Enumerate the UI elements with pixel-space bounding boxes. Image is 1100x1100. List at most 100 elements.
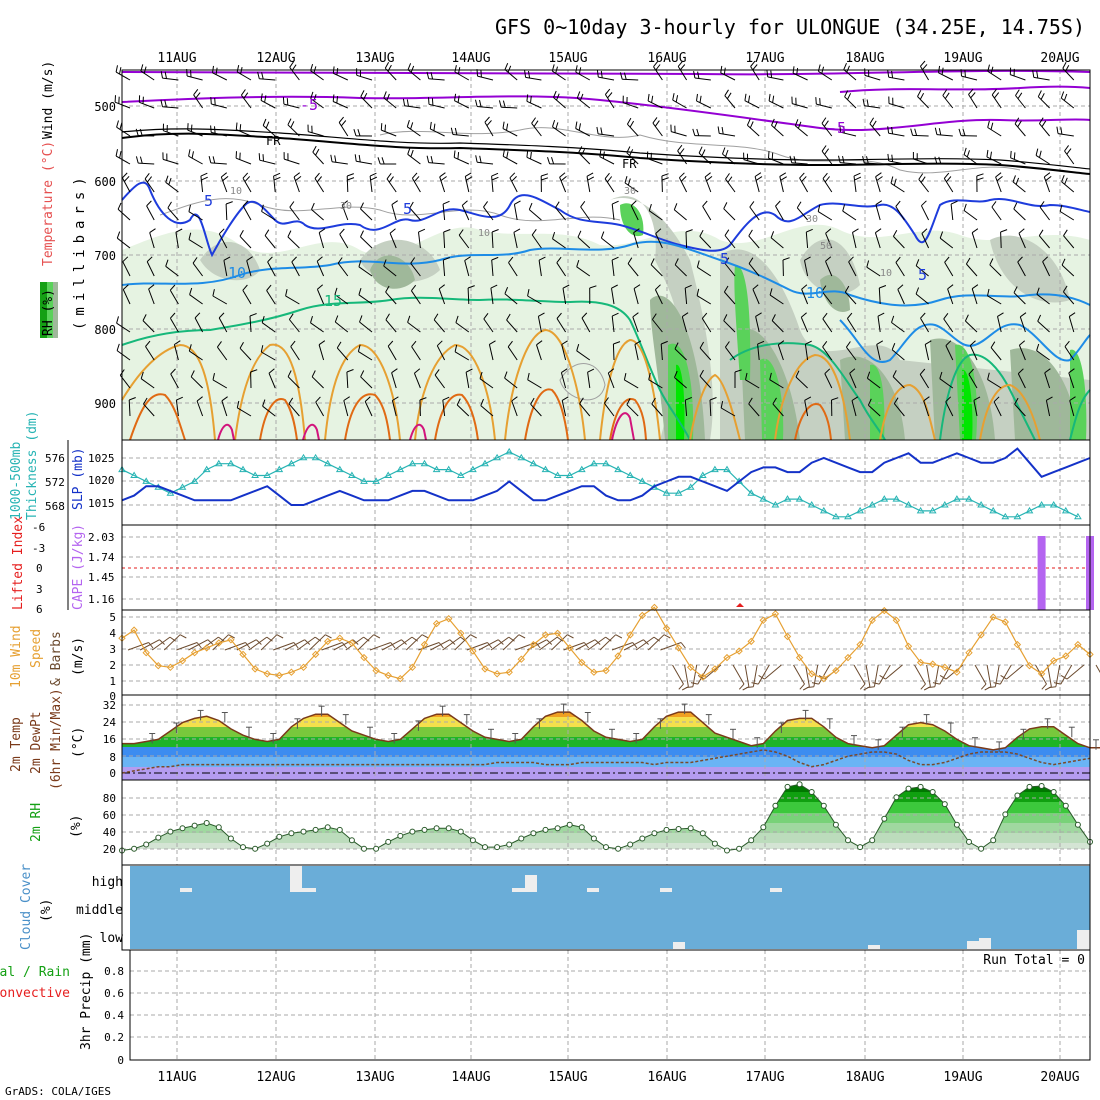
wind-barb-shaft <box>840 162 857 165</box>
wind-barb-flag <box>216 341 222 348</box>
wind-barb-shaft <box>888 76 905 81</box>
wind-barb-shaft <box>924 344 930 361</box>
rh-legend-swatch <box>40 282 58 338</box>
dewpt2m-line <box>121 749 1091 774</box>
wind-barb-shaft <box>921 233 930 249</box>
wind-barb-shaft <box>943 318 954 333</box>
wind-barb-shaft <box>1010 74 1026 81</box>
wind-barb-flag <box>475 99 478 107</box>
wind-barb-shaft <box>1033 76 1050 81</box>
wind-barb-shaft <box>337 262 349 277</box>
wind-barb-flag <box>963 203 967 211</box>
wind-barb-shaft <box>267 261 276 277</box>
wind-barb-flag <box>745 372 748 380</box>
wind-barb-shaft <box>454 351 470 361</box>
wind-barb-flag <box>779 172 787 177</box>
wind-barb-flag <box>465 368 473 373</box>
wind-barb-shaft <box>913 158 929 165</box>
bottom-date-label: 19AUG <box>943 1070 982 1085</box>
wind-barb-shaft <box>624 379 639 389</box>
wind-barb-flag <box>311 370 316 378</box>
wind-barb-shaft <box>987 379 1002 389</box>
wind-barb-flag <box>892 229 898 237</box>
wind-barb-shaft <box>364 401 373 417</box>
wind-barb-flag <box>772 397 777 405</box>
cloud-panel: high middle low Cloud Cover (%) <box>19 864 1091 951</box>
contour-label-p10a: 10 <box>228 264 246 282</box>
wind-barb-shaft <box>653 66 663 81</box>
wind-barb-flag <box>653 60 659 68</box>
wind-barb-flag <box>530 95 532 104</box>
wind-barb-shaft <box>490 288 494 305</box>
wind-barb-flag <box>879 285 887 289</box>
wind-barb-shaft <box>846 346 857 361</box>
wind-barb-shaft <box>490 636 510 651</box>
wind-barb-shaft <box>649 210 663 221</box>
wind-barb-flag <box>627 257 633 264</box>
wind-barb-shaft <box>1036 293 1050 305</box>
wind-barb-flag <box>679 64 686 71</box>
wind-barb-shaft <box>165 265 179 277</box>
wind-barb-flag <box>844 285 850 293</box>
wind-barb-flag <box>560 176 567 182</box>
rh2m-marker <box>639 835 646 842</box>
wind-barb-flag <box>220 172 228 178</box>
wind-barb-flag <box>146 200 152 207</box>
chart-title: GFS 0~10day 3-hourly for ULONGUE (34.25E… <box>495 15 1085 39</box>
wind-barb-flag <box>770 231 775 238</box>
wind-barb-flag <box>188 344 192 352</box>
wind10-marker <box>1013 640 1022 649</box>
wind-barb-shaft <box>750 66 760 81</box>
wind-barb-shaft <box>1006 664 1024 680</box>
wind-barb-flag <box>533 120 539 127</box>
wind-barb-flag <box>341 200 349 206</box>
wind-barb-flag <box>822 340 828 348</box>
wind-barb-flag <box>789 155 793 163</box>
wind-barb-flag <box>164 100 167 108</box>
wind-barb-shaft <box>720 72 736 81</box>
wind-barb-flag <box>946 176 952 183</box>
wind-barb-flag <box>430 155 434 164</box>
wind-barb-shaft <box>868 404 881 417</box>
wind10-marker <box>941 663 949 672</box>
wind-barb-flag <box>866 260 870 268</box>
wind-barb-shaft <box>491 259 494 277</box>
wind10-markers <box>118 603 1094 683</box>
cloud-gap-12aug-b <box>302 888 316 892</box>
wind-barb-shaft <box>878 664 891 685</box>
wind-barb-flag <box>439 172 446 178</box>
wind-barb-flag <box>246 256 253 262</box>
wind-barb-flag <box>200 172 208 177</box>
wind-barb-flag <box>465 176 473 181</box>
temp2m-panel: 32 24 16 8 0 2m Temp 2m DewPt (6hr Min/M… <box>9 688 1100 790</box>
wind-barb-shaft <box>454 100 470 109</box>
wind-barb-flag <box>449 639 456 645</box>
wind10-marker <box>965 648 973 657</box>
wind-barb-flag <box>995 172 1002 178</box>
temp-contour-m5 <box>121 95 1091 132</box>
wind-barb-flag <box>159 639 165 645</box>
cloud-level-middle: middle <box>76 903 123 918</box>
wind-barb-shaft <box>146 261 155 277</box>
wind-barb-flag <box>147 176 152 183</box>
wind-barb-shaft <box>796 207 808 221</box>
thickness-marker <box>251 471 259 478</box>
rh2m-marker <box>324 824 331 831</box>
wind-barb-shaft <box>804 400 809 417</box>
wind-barb-shaft <box>407 153 421 165</box>
wind-barb-flag <box>261 204 264 212</box>
wind-barb-flag <box>769 288 773 296</box>
wind-barb-flag <box>385 313 390 321</box>
wind-barb-flag <box>723 285 729 293</box>
wind-barb-shaft <box>538 260 542 277</box>
wind-barb-flag <box>891 126 894 134</box>
wind-barb-shaft <box>284 158 300 165</box>
wind-barb-flag <box>650 258 655 265</box>
ylabel-cloud-a: Cloud Cover <box>19 864 34 950</box>
wind-barb-flag <box>511 176 517 182</box>
wind-barb-flag <box>944 92 950 99</box>
wind-barb-shaft <box>188 155 203 165</box>
wind-barb-shaft <box>162 106 179 109</box>
wind-barb-flag <box>583 642 589 649</box>
precip-ytick-08: 0.8 <box>104 965 124 978</box>
